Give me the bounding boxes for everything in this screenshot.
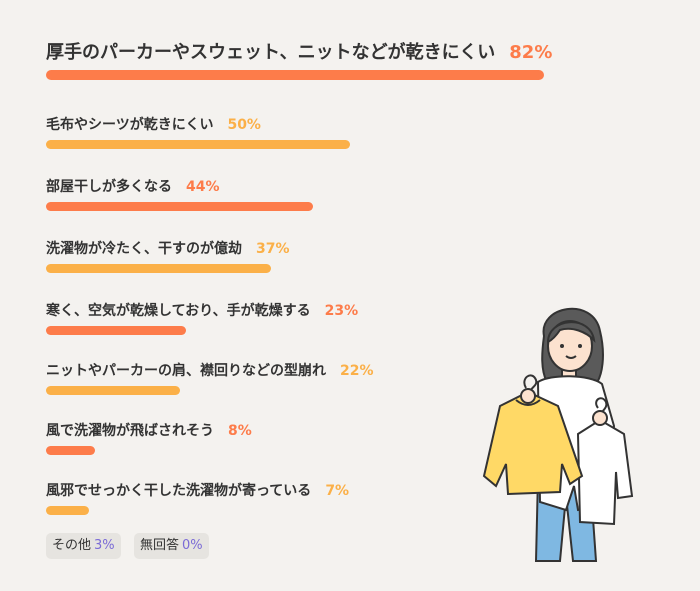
bar [46, 326, 186, 335]
bar [46, 446, 95, 455]
bar [46, 70, 544, 80]
other-answer-tag: その他 3% [46, 533, 121, 559]
category-label: ニットやパーカーの肩、襟回りなどの型崩れ 22% [46, 360, 374, 380]
data-label: 7% [325, 483, 350, 499]
bar [46, 202, 313, 211]
tag-label: その他 [52, 538, 92, 553]
category-label: 部屋干しが多くなる 44% [46, 176, 220, 196]
category-label-text: 毛布やシーツが乾きにくい [46, 117, 214, 133]
tag-value: 3% [94, 538, 115, 553]
tag-value: 0% [182, 538, 203, 553]
tag-label: 無回答 [140, 538, 180, 553]
bar [46, 264, 271, 273]
category-label: 寒く、空気が乾燥しており、手が乾燥する 23% [46, 300, 358, 320]
data-label: 82% [509, 42, 553, 63]
data-label: 37% [256, 241, 290, 257]
category-label-text: 部屋干しが多くなる [46, 179, 172, 195]
bar [46, 506, 89, 515]
data-label: 23% [324, 303, 359, 319]
data-label: 22% [340, 363, 374, 379]
category-label-text: 風で洗濯物が飛ばされそう [46, 423, 214, 439]
category-label-text: 寒く、空気が乾燥しており、手が乾燥する [46, 303, 311, 319]
category-label-text: 厚手のパーカーやスウェット、ニットなどが乾きにくい [46, 42, 496, 63]
person-holding-clothes-illustration [482, 307, 634, 562]
category-label: 洗濯物が冷たく、干すのが億劫 37% [46, 238, 290, 258]
category-label-text: ニットやパーカーの肩、襟回りなどの型崩れ [46, 363, 326, 379]
category-label: 毛布やシーツが乾きにくい 50% [46, 114, 261, 134]
other-answer-tag: 無回答 0% [134, 533, 209, 559]
category-label: 厚手のパーカーやスウェット、ニットなどが乾きにくい 82% [46, 38, 552, 64]
bar [46, 140, 350, 149]
category-label-text: 風邪でせっかく干した洗濯物が寄っている [46, 483, 312, 499]
category-label-text: 洗濯物が冷たく、干すのが億劫 [46, 241, 242, 257]
bar [46, 386, 180, 395]
category-label: 風邪でせっかく干した洗濯物が寄っている 7% [46, 480, 349, 500]
category-label: 風で洗濯物が飛ばされそう 8% [46, 420, 252, 440]
data-label: 44% [186, 179, 220, 195]
data-label: 8% [228, 423, 252, 439]
data-label: 50% [227, 117, 261, 133]
